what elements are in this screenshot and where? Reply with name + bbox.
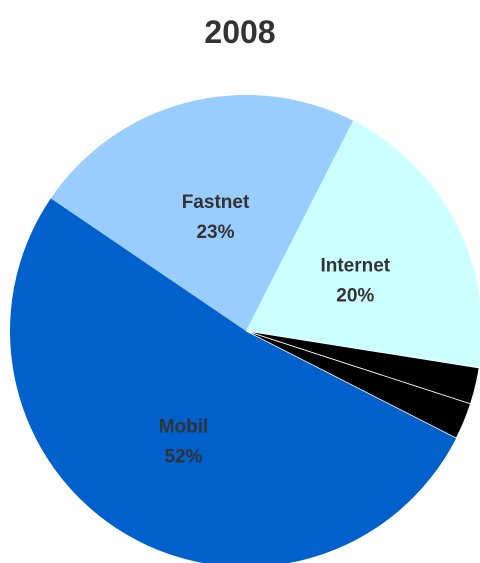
slice-label-internet: Internet xyxy=(320,255,390,276)
slice-label-fastnet: Fastnet xyxy=(182,192,250,213)
pie-slice-fastnet xyxy=(50,94,354,331)
slice-label-mobil: Mobil xyxy=(159,417,209,438)
slice-value-mobil: 52% xyxy=(164,447,202,468)
pie-slice-other-4 xyxy=(245,330,471,439)
chart-title: 2008 xyxy=(204,14,276,50)
pie-slice-mobil xyxy=(10,198,457,563)
pie-slices xyxy=(10,94,480,563)
slice-value-internet: 20% xyxy=(336,285,374,306)
pie-slice-internet xyxy=(246,120,480,368)
pie-labels: Mobil 52% Fastnet 23% Internet 20% xyxy=(159,192,391,468)
slice-value-fastnet: 23% xyxy=(196,222,234,243)
